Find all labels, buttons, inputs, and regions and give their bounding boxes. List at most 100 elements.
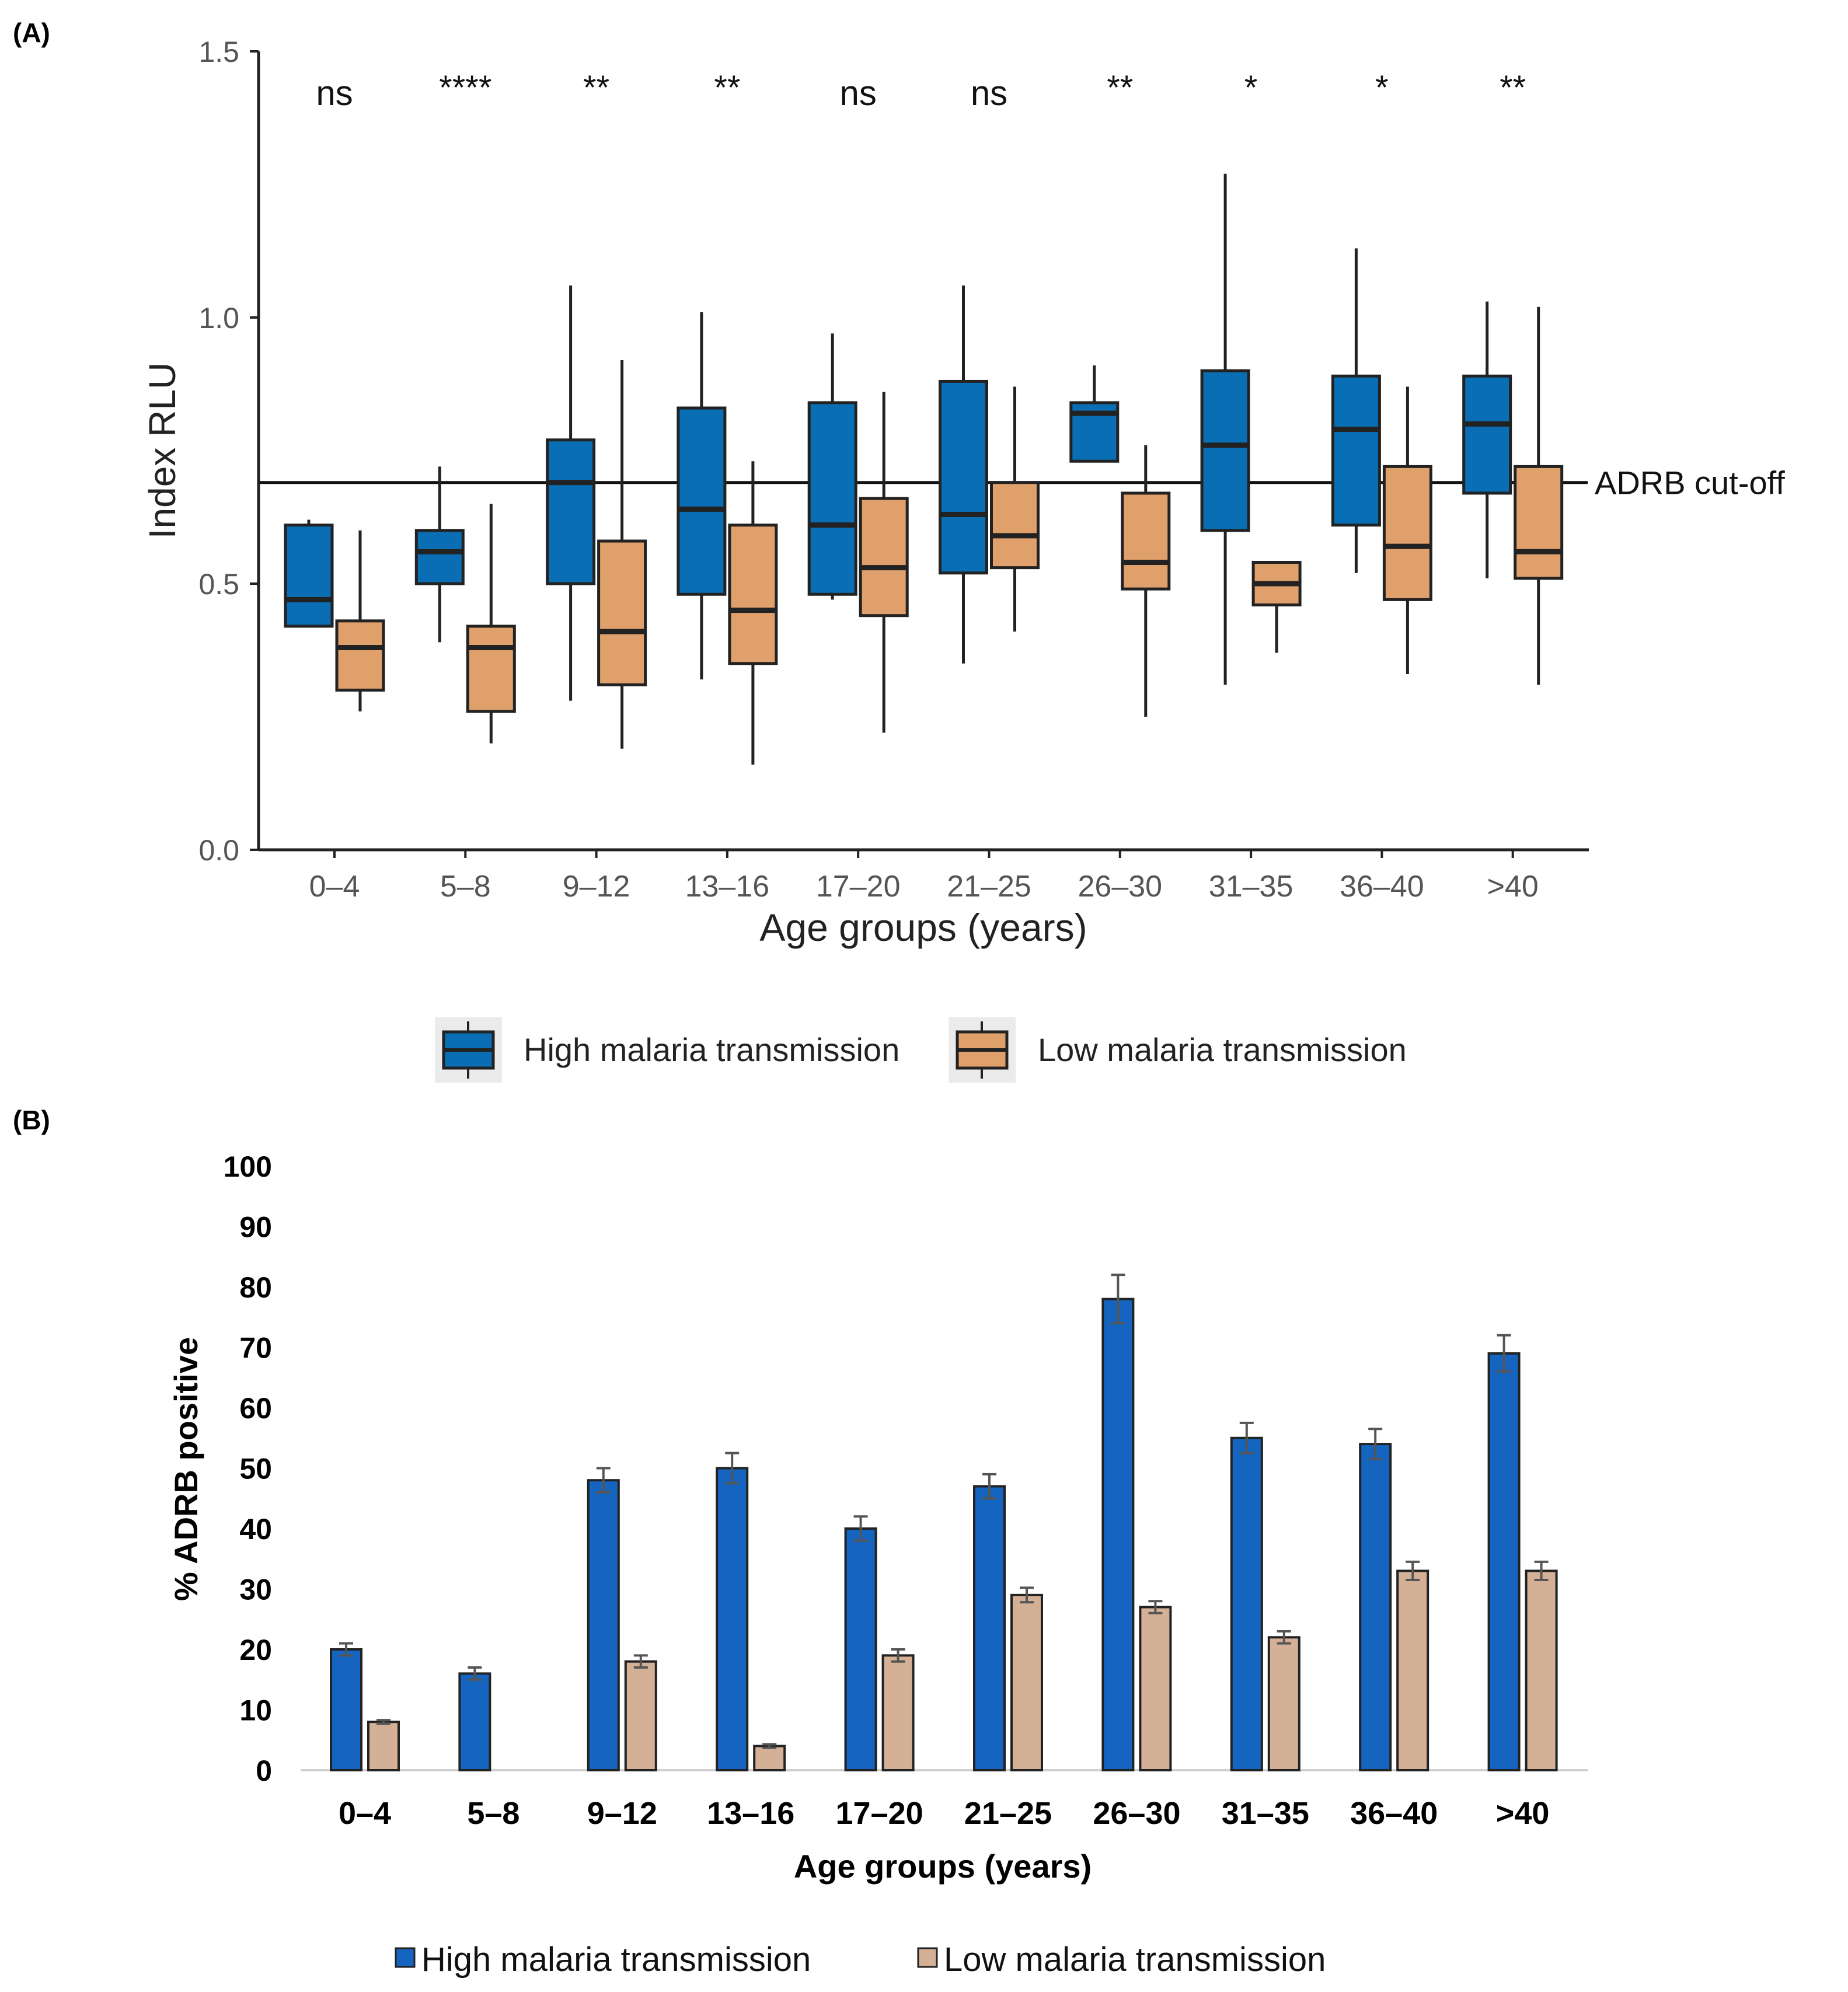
y-axis-title: Index RLU	[141, 362, 183, 539]
legend-b-label-low: Low malaria transmission	[944, 1941, 1326, 1979]
x-tick-label: 36–40	[1340, 870, 1424, 903]
significance-label: **	[1500, 69, 1526, 107]
x-tick-label-b: 0–4	[339, 1796, 391, 1831]
legend-a-label-high: High malaria transmission	[524, 1031, 899, 1068]
legend-b: High malaria transmission Low malaria tr…	[395, 1941, 1326, 1979]
x-tick-label: 13–16	[685, 870, 770, 903]
y-tick-label-b: 10	[239, 1694, 272, 1727]
box-plot-chart: 0.0 0.5 1.0 1.5 0–4 5–8 9–12 13–16 17–20 21–25 26…	[141, 36, 1785, 1083]
significance-label: ns	[316, 74, 353, 113]
x-axis-title-b: Age groups (years)	[794, 1848, 1092, 1885]
bar	[330, 1648, 362, 1771]
box	[1382, 465, 1432, 601]
x-tick-label-b: 17–20	[836, 1796, 923, 1831]
cutoff-label: ADRB cut-off	[1595, 465, 1785, 501]
box	[728, 524, 778, 665]
y-tick-label-b: 100	[224, 1150, 272, 1183]
x-tick-label-b: 31–35	[1222, 1796, 1309, 1831]
bar	[973, 1485, 1006, 1772]
box	[859, 497, 909, 618]
x-axis-title: Age groups (years)	[759, 906, 1087, 949]
y-tick-label: 1.5	[198, 36, 239, 68]
x-tick-label-b: 26–30	[1093, 1796, 1180, 1831]
bar-chart: 0 10 20 30 40 50 60 70 80 90 100 0–4 5–8 9–12 13–16 17…	[168, 1150, 1588, 1979]
x-tick-label: 9–12	[563, 870, 630, 903]
bar	[1396, 1569, 1429, 1771]
bar	[1487, 1352, 1521, 1772]
box	[807, 401, 857, 596]
y-tick-label-b: 60	[239, 1392, 272, 1425]
panel-a-label: (A)	[13, 18, 50, 48]
box	[1462, 374, 1512, 495]
box	[546, 438, 596, 585]
significance-label: ****	[439, 69, 491, 107]
significance-label: **	[1107, 69, 1133, 107]
box	[284, 524, 334, 628]
box	[677, 406, 727, 596]
bar	[753, 1745, 786, 1772]
y-tick-label-b: 90	[239, 1211, 272, 1244]
x-tick-label-b: 36–40	[1350, 1796, 1438, 1831]
bar	[1230, 1436, 1263, 1771]
box	[939, 379, 988, 575]
x-tick-label: 17–20	[816, 870, 901, 903]
y-axis-title-b: % ADRB positive	[168, 1337, 204, 1601]
significance-label: *	[1244, 69, 1258, 107]
box	[597, 539, 647, 686]
legend-b-key-low	[917, 1947, 938, 1968]
bar	[1139, 1606, 1172, 1772]
box	[1200, 369, 1250, 532]
legend-a-label-low: Low malaria transmission	[1038, 1031, 1407, 1068]
box	[466, 625, 516, 713]
bar	[881, 1654, 915, 1772]
y-tick-label: 0.5	[198, 568, 239, 601]
box	[1514, 465, 1564, 580]
x-tick-label: 31–35	[1209, 870, 1293, 903]
significance-label: ns	[971, 74, 1007, 113]
bar	[1101, 1297, 1135, 1771]
bar	[458, 1672, 491, 1771]
y-tick-label: 0.0	[198, 834, 239, 867]
box	[990, 481, 1040, 570]
bar	[716, 1467, 749, 1771]
x-tick-label-b: 9–12	[587, 1796, 657, 1831]
legend-b-label-high: High malaria transmission	[421, 1941, 811, 1979]
legend-a: High malaria transmission Low malaria tr…	[435, 1017, 1407, 1083]
bar	[1010, 1593, 1043, 1772]
box	[1121, 491, 1171, 591]
significance-label: **	[583, 69, 609, 107]
y-tick-label-b: 20	[239, 1634, 272, 1666]
significance-label: **	[714, 69, 740, 107]
bar	[844, 1527, 877, 1771]
y-tick-label: 1.0	[198, 302, 239, 334]
significance-label: ns	[840, 74, 877, 113]
y-tick-label-b: 30	[239, 1574, 272, 1606]
y-tick-label-b: 80	[239, 1271, 272, 1304]
x-tick-label-b: 21–25	[964, 1796, 1052, 1831]
panel-b-label: (B)	[13, 1105, 50, 1135]
x-tick-label-b: 5–8	[467, 1796, 519, 1831]
x-tick-label-b: 13–16	[707, 1796, 794, 1831]
x-tick-label: 0–4	[309, 870, 360, 903]
x-tick-label: >40	[1487, 870, 1539, 903]
box	[335, 619, 385, 692]
x-tick-label: 5–8	[440, 870, 491, 903]
x-tick-label: 21–25	[947, 870, 1031, 903]
y-tick-label-b: 0	[256, 1754, 272, 1787]
y-tick-label-b: 70	[239, 1332, 272, 1365]
significance-label: *	[1375, 69, 1389, 107]
box	[414, 529, 465, 585]
bar	[1525, 1569, 1558, 1771]
legend-b-key-high	[395, 1947, 416, 1968]
y-tick-label-b: 50	[239, 1453, 272, 1485]
bar	[367, 1721, 400, 1771]
x-tick-label-b: >40	[1496, 1796, 1550, 1831]
box	[1331, 374, 1381, 527]
bar	[624, 1660, 657, 1771]
bar	[1267, 1636, 1300, 1772]
y-tick-label-b: 40	[239, 1513, 272, 1546]
bar	[1359, 1443, 1392, 1772]
bar	[587, 1479, 620, 1771]
x-tick-label: 26–30	[1078, 870, 1162, 903]
